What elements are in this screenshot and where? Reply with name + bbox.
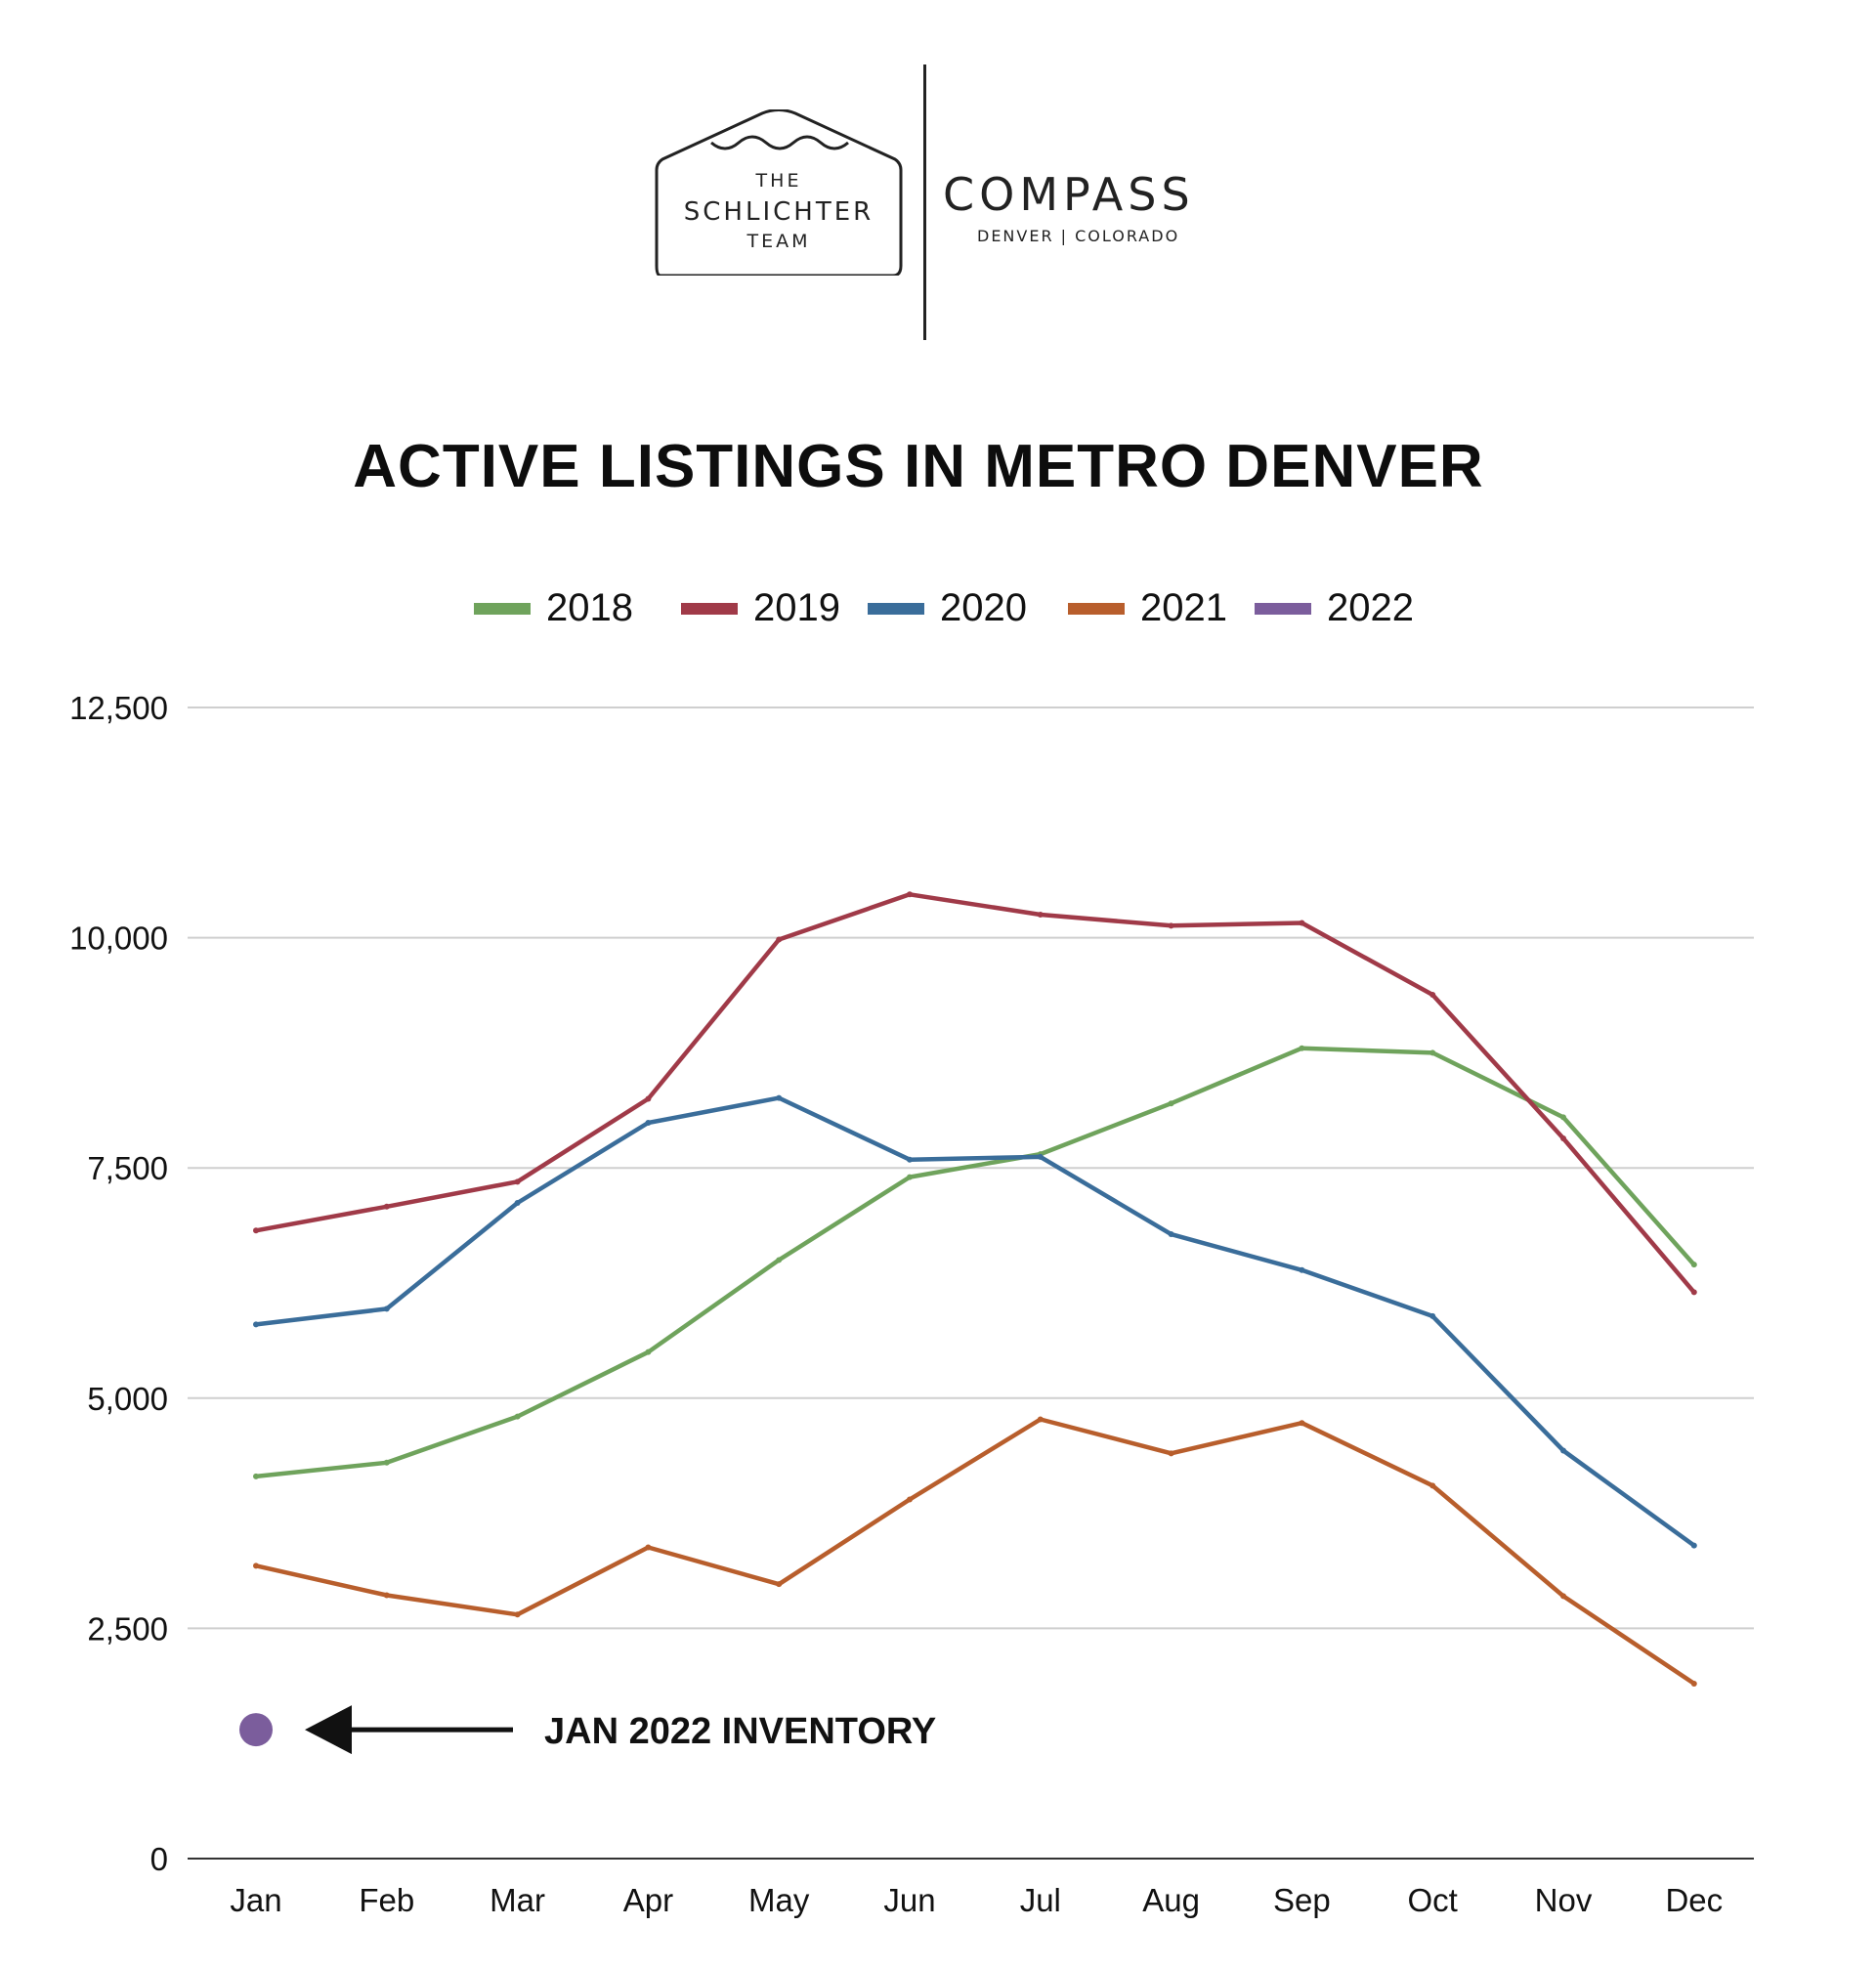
series-line-2020 [253, 1095, 1697, 1548]
x-tick-label-jul: Jul [1020, 1882, 1061, 1918]
data-point-2021-nov [1560, 1593, 1566, 1600]
compass-logo-subtitle: DENVER | COLORADO [977, 227, 1180, 245]
logo-line-schlichter: SCHLICHTER [683, 197, 874, 227]
x-tick-label-dec: Dec [1665, 1882, 1723, 1918]
y-tick-label-5000: 5,000 [87, 1381, 168, 1417]
data-point-2019-mar [514, 1178, 521, 1185]
data-point-2020-jul [1037, 1153, 1044, 1160]
y-tick-label-12500: 12,500 [69, 690, 168, 726]
data-point-2020-apr [645, 1120, 652, 1127]
legend-label-2019: 2019 [753, 586, 840, 629]
data-point-2021-feb [383, 1592, 390, 1599]
data-point-2019-dec [1690, 1289, 1697, 1296]
data-point-2019-nov [1560, 1135, 1566, 1142]
x-tick-label-jan: Jan [230, 1882, 281, 1918]
legend-swatch-2020 [868, 602, 924, 615]
legend-swatch-2022 [1255, 602, 1311, 615]
data-point-2021-jan [253, 1562, 259, 1569]
x-tick-label-jun: Jun [883, 1882, 935, 1918]
data-point-2021-oct [1429, 1482, 1436, 1489]
y-tick-label-2500: 2,500 [87, 1610, 168, 1647]
data-point-2021-jun [907, 1496, 913, 1503]
x-tick-label-feb: Feb [359, 1882, 414, 1918]
legend-item-2021: 2021 [1068, 586, 1227, 630]
data-point-2020-nov [1560, 1447, 1566, 1454]
data-point-2018-nov [1560, 1114, 1566, 1121]
data-point-2020-sep [1299, 1266, 1305, 1273]
data-point-2020-aug [1168, 1231, 1174, 1238]
chart-legend: 2018 2019 2020 2021 2022 [0, 586, 1876, 635]
data-point-2020-feb [383, 1306, 390, 1312]
logo-divider [923, 64, 926, 340]
logo-line-team: TEAM [746, 231, 811, 252]
data-point-2019-sep [1299, 920, 1305, 926]
legend-swatch-2021 [1068, 602, 1125, 615]
data-point-2018-sep [1299, 1045, 1305, 1051]
data-point-2021-may [776, 1581, 783, 1588]
data-point-2018-feb [383, 1459, 390, 1466]
data-point-2019-apr [645, 1095, 652, 1102]
legend-label-2021: 2021 [1140, 586, 1227, 629]
logo-line-the: THE [755, 170, 802, 192]
data-point-2019-aug [1168, 922, 1174, 929]
data-point-2018-jun [907, 1174, 913, 1180]
y-tick-label-7500: 7,500 [87, 1150, 168, 1186]
x-tick-label-mar: Mar [490, 1882, 545, 1918]
data-point-2022-jan [239, 1713, 273, 1747]
data-point-2021-aug [1168, 1450, 1174, 1457]
data-point-2018-oct [1429, 1049, 1436, 1056]
data-point-2018-mar [514, 1413, 521, 1420]
legend-label-2022: 2022 [1327, 586, 1414, 629]
x-tick-label-aug: Aug [1142, 1882, 1200, 1918]
chart-title: ACTIVE LISTINGS IN METRO DENVER [353, 433, 1484, 500]
data-point-2020-oct [1429, 1312, 1436, 1319]
data-point-2018-apr [645, 1348, 652, 1355]
data-point-2018-may [776, 1257, 783, 1263]
data-point-2020-dec [1690, 1542, 1697, 1549]
data-point-2018-jan [253, 1473, 259, 1479]
data-point-2019-oct [1429, 992, 1436, 999]
data-point-2018-aug [1168, 1100, 1174, 1107]
series-line-2019 [253, 892, 1697, 1295]
x-tick-label-oct: Oct [1408, 1882, 1458, 1918]
data-point-2020-jan [253, 1321, 259, 1328]
data-point-2021-jul [1037, 1416, 1044, 1423]
x-tick-label-nov: Nov [1535, 1882, 1593, 1918]
legend-swatch-2018 [474, 602, 531, 615]
data-point-2021-mar [514, 1611, 521, 1618]
annotation-text: JAN 2022 INVENTORY [544, 1711, 936, 1752]
data-point-2020-mar [514, 1200, 521, 1207]
x-tick-label-apr: Apr [623, 1882, 673, 1918]
data-point-2021-dec [1690, 1680, 1697, 1687]
x-tick-label-may: May [748, 1882, 810, 1918]
data-point-2019-feb [383, 1203, 390, 1210]
data-point-2021-apr [645, 1544, 652, 1551]
legend-item-2019: 2019 [681, 586, 840, 630]
compass-logo-text: COMPASS [943, 168, 1195, 221]
legend-item-2022: 2022 [1255, 586, 1414, 630]
data-point-2019-jun [907, 891, 913, 898]
data-point-2021-sep [1299, 1420, 1305, 1427]
data-point-2019-jan [253, 1227, 259, 1234]
data-point-2019-jul [1037, 912, 1044, 919]
data-point-2020-jun [907, 1156, 913, 1163]
mountain-house-icon [655, 109, 903, 276]
series-line-2021 [253, 1417, 1697, 1687]
x-tick-label-sep: Sep [1273, 1882, 1331, 1918]
schlichter-team-logo: THE SCHLICHTER TEAM [655, 109, 909, 276]
data-point-2019-may [776, 936, 783, 943]
series-line-2018 [253, 1046, 1697, 1479]
data-point-2020-may [776, 1094, 783, 1101]
annotation-arrow-head [305, 1705, 352, 1755]
y-tick-label-10000: 10,000 [69, 920, 168, 957]
legend-item-2020: 2020 [868, 586, 1027, 630]
data-point-2018-dec [1690, 1262, 1697, 1268]
legend-label-2018: 2018 [546, 586, 633, 629]
y-tick-label-0: 0 [150, 1841, 168, 1877]
legend-item-2018: 2018 [474, 586, 633, 630]
legend-label-2020: 2020 [940, 586, 1027, 629]
legend-swatch-2019 [681, 602, 738, 615]
